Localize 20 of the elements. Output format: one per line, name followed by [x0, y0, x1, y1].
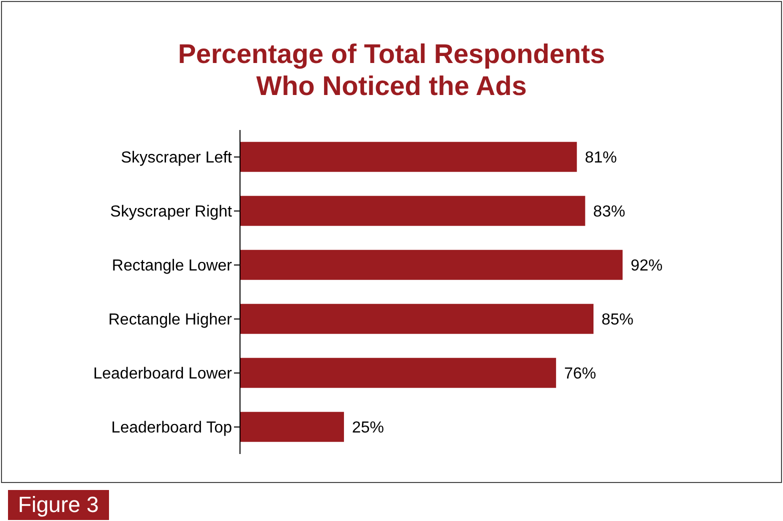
data-label: 25%: [352, 420, 384, 437]
data-label: 76%: [564, 366, 596, 383]
bar: [240, 142, 577, 172]
caption: Figure 3: [8, 490, 109, 520]
data-label: 92%: [630, 258, 663, 275]
y-tick-label: Skyscraper Left: [120, 150, 233, 167]
y-tick-label: Rectangle Higher: [108, 312, 233, 329]
y-tick-label: Leaderboard Top: [111, 420, 232, 437]
bar: [240, 358, 556, 388]
bar: [240, 250, 623, 280]
data-label: 85%: [601, 312, 634, 329]
chart-title: Percentage of Total Respondents Who Noticed the Ads: [176, 38, 606, 102]
data-label: 81%: [584, 150, 617, 167]
y-tick-label: Skyscraper Right: [110, 204, 233, 221]
bar: [240, 412, 344, 442]
data-label: 83%: [593, 204, 626, 221]
y-tick-label: Leaderboard Lower: [93, 366, 233, 383]
y-tick-label: Rectangle Lower: [112, 258, 233, 275]
bar: [240, 304, 594, 334]
bar: [240, 196, 586, 226]
